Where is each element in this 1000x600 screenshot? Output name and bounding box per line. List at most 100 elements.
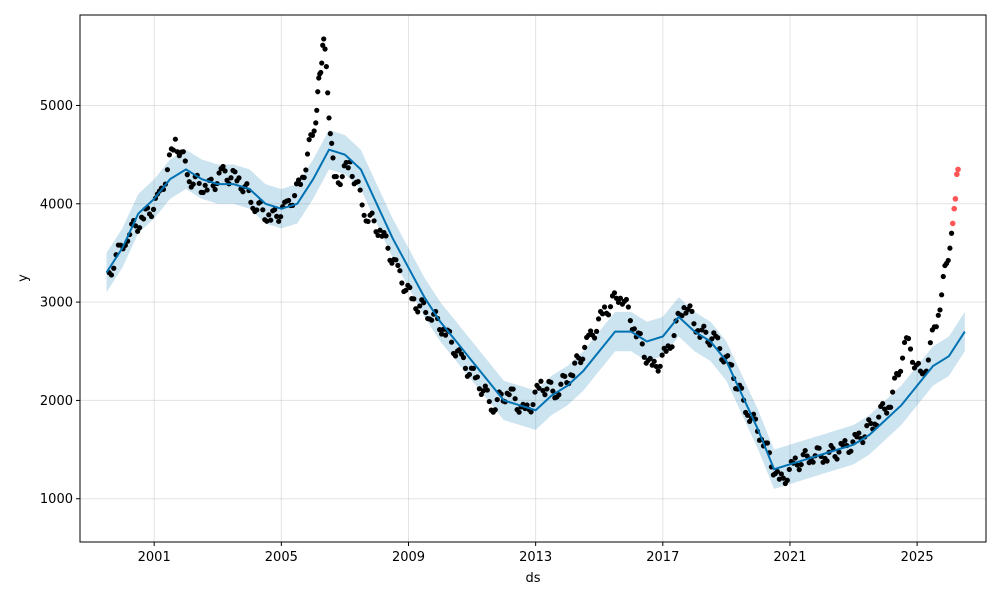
observed-point (460, 354, 467, 361)
observed-point (403, 287, 409, 293)
observed-point (254, 207, 260, 213)
outlier-point (952, 196, 959, 202)
outlier-point (955, 166, 961, 173)
observed-point (303, 167, 309, 173)
observed-point (228, 175, 234, 181)
observed-point (212, 186, 218, 193)
observed-point (295, 177, 302, 183)
observed-point (272, 206, 278, 213)
x-axis-label: ds (525, 571, 540, 586)
observed-point (856, 430, 862, 436)
observed-point (222, 168, 228, 174)
observed-point (816, 445, 822, 451)
observed-point (397, 268, 403, 274)
observed-point (278, 214, 284, 220)
observed-point (184, 172, 190, 178)
observed-point (653, 363, 659, 370)
observed-point (899, 355, 906, 361)
observed-point (570, 373, 576, 379)
observed-point (689, 308, 695, 314)
observed-point (320, 42, 326, 48)
observed-point (925, 357, 931, 363)
observed-point (892, 375, 898, 381)
y-tick-label: 2000 (40, 394, 73, 409)
observed-point (462, 365, 469, 371)
y-tick-label: 5000 (40, 99, 73, 114)
observed-point (319, 60, 325, 66)
observed-point (528, 409, 534, 415)
plot-frame (79, 14, 987, 543)
y-tick-label: 1000 (40, 492, 73, 507)
observed-point (371, 218, 377, 224)
observed-point (325, 90, 331, 96)
observed-point (355, 178, 361, 185)
observed-point (327, 131, 333, 137)
observed-point (798, 461, 804, 468)
observed-point (200, 189, 206, 196)
x-axis: 2001 2005 2009 2013 2017 2021 2025 (138, 542, 934, 565)
observed-point (264, 218, 270, 224)
observed-points (106, 36, 955, 487)
observed-point (484, 387, 490, 393)
observed-point (820, 459, 826, 465)
observed-point (170, 147, 176, 153)
observed-point (915, 360, 922, 366)
observed-point (876, 414, 882, 420)
observed-point (945, 257, 951, 264)
x-tick-label: 2025 (901, 550, 934, 565)
observed-point (617, 295, 624, 301)
observed-point (709, 336, 715, 342)
observed-point (452, 353, 459, 359)
observed-point (236, 175, 242, 181)
observed-point (240, 189, 246, 195)
y-tick-label: 4000 (40, 197, 73, 212)
observed-point (311, 128, 317, 134)
observed-point (607, 304, 614, 310)
observed-point (947, 245, 953, 251)
observed-point (538, 378, 544, 384)
observed-point (510, 386, 516, 392)
observed-point (744, 412, 751, 418)
observed-point (647, 355, 653, 362)
observed-point (810, 459, 816, 465)
observed-point (703, 329, 709, 335)
observed-point (776, 476, 782, 482)
observed-point (848, 448, 854, 454)
observed-point (421, 300, 427, 306)
observed-point (671, 332, 677, 339)
observed-point (204, 187, 210, 193)
observed-point (687, 303, 693, 309)
observed-point (330, 155, 336, 161)
uncertainty-band (106, 130, 965, 489)
observed-point (948, 230, 955, 236)
observed-point (357, 187, 363, 193)
observed-point (133, 223, 139, 229)
observed-point (591, 335, 598, 341)
observed-point (927, 340, 933, 346)
observed-point (399, 280, 405, 286)
observed-point (480, 388, 486, 394)
observed-point (576, 355, 582, 361)
observed-point (166, 152, 173, 158)
observed-point (180, 149, 186, 155)
observed-point (556, 392, 562, 398)
observed-point (439, 331, 445, 337)
observed-point (864, 423, 870, 429)
observed-point (182, 158, 188, 164)
observed-point (326, 115, 332, 121)
observed-point (190, 181, 196, 187)
observed-point (148, 213, 155, 220)
observed-point (339, 173, 345, 180)
observed-point (506, 392, 512, 398)
observed-point (385, 245, 391, 251)
observed-point (824, 458, 830, 464)
observed-point (657, 363, 663, 369)
observed-point (316, 75, 322, 81)
observed-point (834, 456, 840, 462)
observed-point (599, 311, 606, 317)
observed-point (907, 346, 914, 352)
observed-point (796, 467, 802, 473)
observed-point (548, 379, 554, 385)
outlier-point (949, 220, 956, 227)
observed-point (202, 182, 208, 188)
